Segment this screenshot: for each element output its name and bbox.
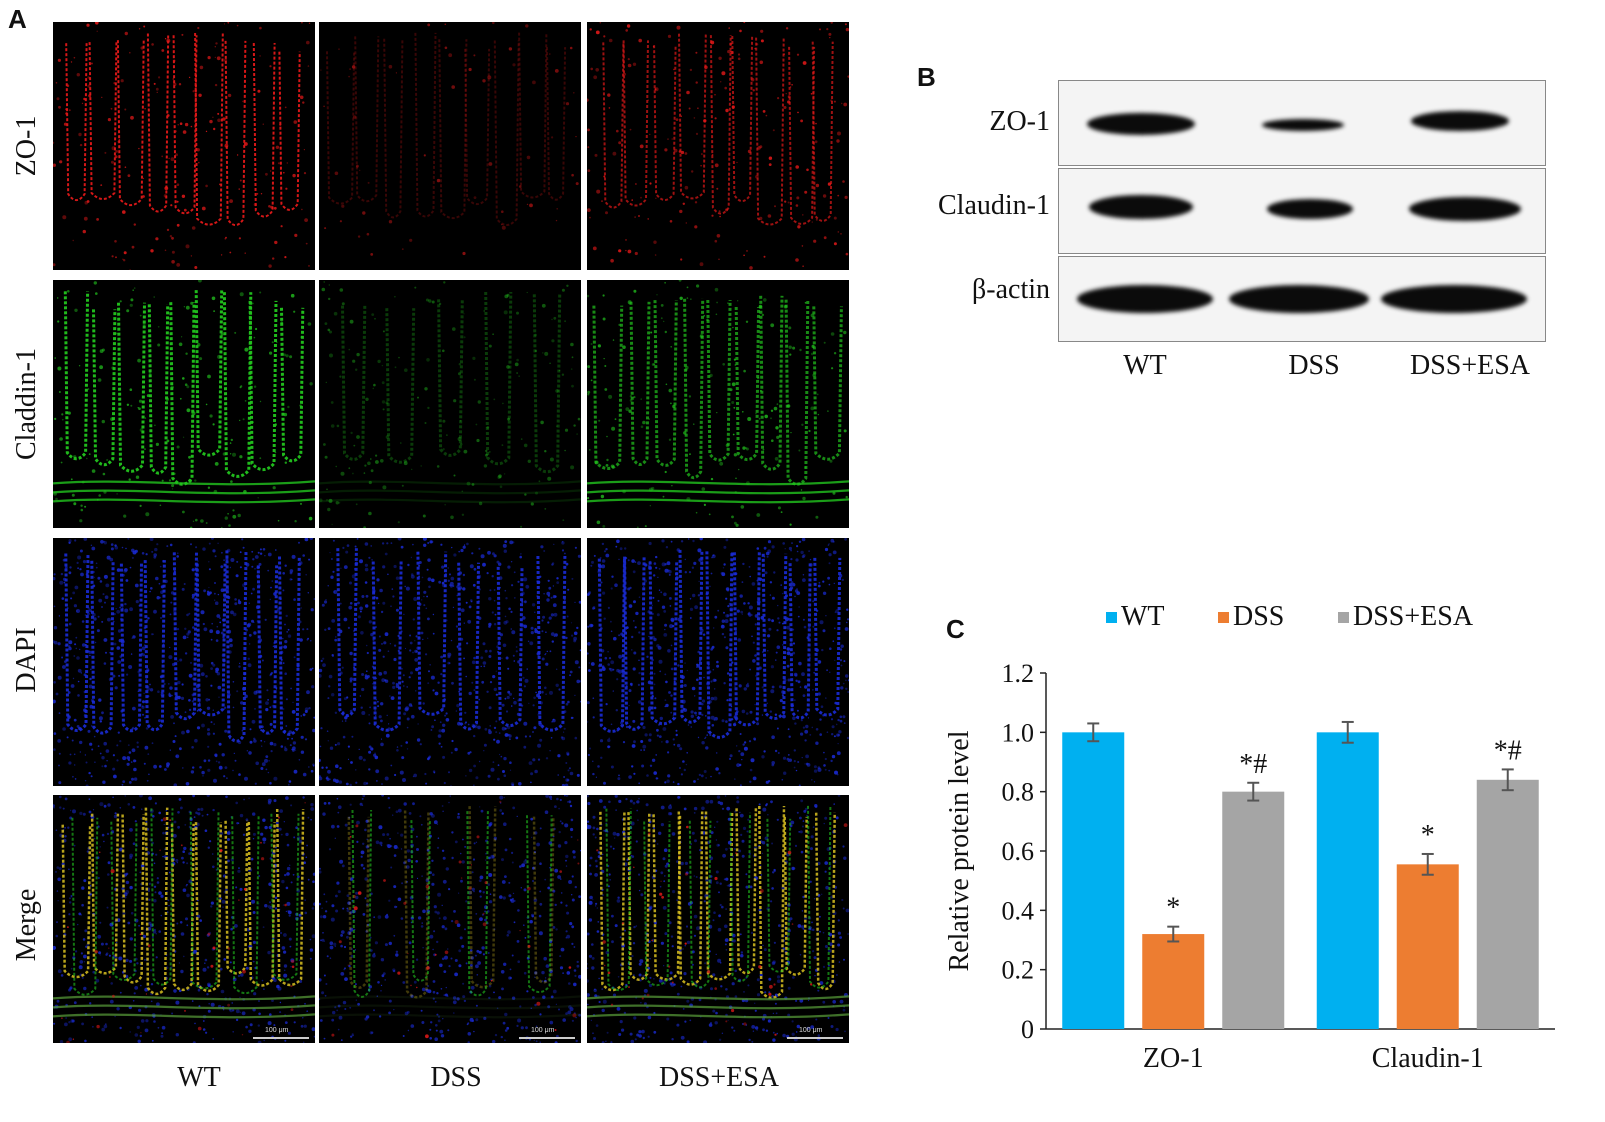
- blot-lane-dss-esa: DSS+ESA: [1409, 350, 1531, 381]
- legend-swatch-wt: [1106, 611, 1117, 623]
- micrograph-zo1-wt: [53, 22, 315, 270]
- row-label-dapi: DAPI: [11, 627, 42, 693]
- legend-label-dss: DSS: [1233, 601, 1285, 632]
- band-claudin1-wt: [1089, 195, 1193, 219]
- scale-bar-label: 100 μm: [265, 1027, 289, 1034]
- y-tick-label: 1.0: [1002, 718, 1035, 747]
- band-actin-wt: [1077, 285, 1213, 313]
- y-tick-label: 0.4: [1002, 896, 1035, 925]
- blot-label-zo1: ZO-1: [989, 106, 1050, 137]
- legend-swatch-dss-esa: [1338, 611, 1349, 623]
- blot-label-claudin1: Claudin-1: [938, 190, 1050, 221]
- bar-dss-claudin1: [1396, 864, 1459, 1029]
- band-zo1-dss-esa: [1411, 111, 1509, 131]
- legend-item-dss: DSS: [1218, 601, 1284, 633]
- micrograph-merge-dssesa: 100 μm: [587, 795, 849, 1043]
- blot-strip-zo1: [1058, 80, 1546, 166]
- micrograph-zo1-dss: [319, 22, 581, 270]
- bar-dss-zo1: [1142, 934, 1205, 1029]
- y-tick-label: 0.6: [1002, 837, 1035, 866]
- band-actin-dss: [1229, 285, 1369, 313]
- band-claudin1-dss: [1267, 199, 1353, 219]
- panel-c-letter: C: [946, 614, 965, 644]
- legend-label-wt: WT: [1121, 601, 1165, 632]
- scale-bar-label: 100 μm: [799, 1027, 823, 1034]
- blot-lane-wt: WT: [1123, 350, 1167, 381]
- legend-item-dss-esa: DSS+ESA: [1338, 601, 1473, 633]
- row-label-merge: Merge: [11, 888, 42, 962]
- blot-lane-dss: DSS: [1288, 350, 1340, 381]
- micrograph-claddin1-wt: [53, 280, 315, 528]
- micrograph-claddin1-dss: [319, 280, 581, 528]
- scale-bar: [519, 1037, 575, 1039]
- micrograph-merge-wt: 100 μm: [53, 795, 315, 1043]
- scale-bar: [253, 1037, 309, 1039]
- col-label-dss: DSS: [430, 1062, 482, 1093]
- y-tick-label: 0: [1021, 1015, 1034, 1044]
- scale-bar-label: 100 μm: [531, 1027, 555, 1034]
- micrograph-dapi-dssesa: [587, 538, 849, 786]
- band-actin-dss-esa: [1381, 285, 1527, 313]
- panel-a-letter: A: [8, 4, 27, 34]
- col-label-dss-esa: DSS+ESA: [658, 1062, 780, 1093]
- legend-label-dss-esa: DSS+ESA: [1353, 601, 1474, 632]
- micrograph-claddin1-dssesa: [587, 280, 849, 528]
- legend-swatch-dss: [1218, 611, 1229, 623]
- significance-marker: *#: [1239, 749, 1267, 780]
- x-category-label: ZO-1: [1143, 1043, 1204, 1074]
- x-category-label: Claudin-1: [1372, 1043, 1484, 1074]
- band-claudin1-dss-esa: [1409, 197, 1521, 221]
- col-label-wt: WT: [177, 1062, 221, 1093]
- band-zo1-wt: [1087, 113, 1195, 135]
- bar-wt-zo1: [1062, 732, 1125, 1029]
- y-tick-label: 0.8: [1002, 778, 1035, 807]
- row-label-zo1: ZO-1: [11, 115, 42, 177]
- band-zo1-dss: [1262, 119, 1344, 131]
- y-tick-label: 1.2: [1002, 659, 1035, 688]
- bar-dss-esa-zo1: [1222, 791, 1285, 1029]
- micrograph-dapi-dss: [319, 538, 581, 786]
- blot-strip-claudin1: [1058, 168, 1546, 254]
- bar-dss-esa-claudin1: [1476, 779, 1539, 1029]
- bar-wt-claudin1: [1316, 732, 1379, 1029]
- legend-item-wt: WT: [1106, 601, 1165, 633]
- significance-marker: *: [1166, 893, 1180, 924]
- micrograph-dapi-wt: [53, 538, 315, 786]
- y-axis-label: Relative protein level: [944, 730, 975, 971]
- blot-label-beta-actin: β-actin: [972, 274, 1050, 305]
- micrograph-zo1-dssesa: [587, 22, 849, 270]
- blot-strip-beta-actin: [1058, 256, 1546, 342]
- scale-bar: [787, 1037, 843, 1039]
- y-tick-label: 0.2: [1002, 956, 1035, 985]
- micrograph-merge-dss: 100 μm: [319, 795, 581, 1043]
- row-label-claddin1: Claddin-1: [11, 348, 42, 460]
- significance-marker: *: [1421, 820, 1435, 851]
- panel-b-letter: B: [917, 62, 936, 92]
- significance-marker: *#: [1494, 735, 1522, 766]
